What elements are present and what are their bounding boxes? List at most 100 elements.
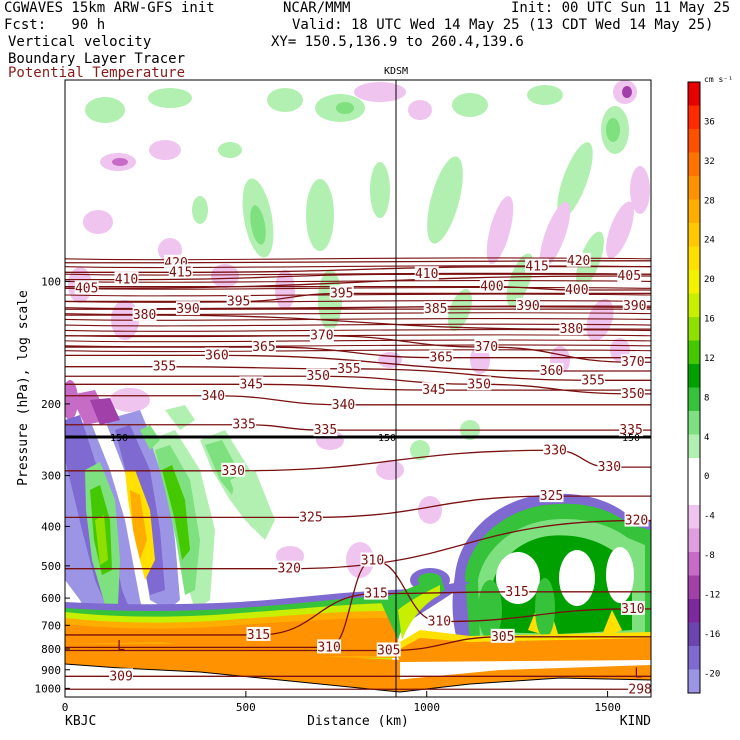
tropopause-label-right: 150 bbox=[622, 433, 640, 444]
theta-contour bbox=[65, 306, 651, 310]
theta-contour bbox=[65, 383, 651, 391]
terrain-line bbox=[65, 663, 651, 693]
theta-label: 310 bbox=[361, 553, 384, 568]
low-label: L bbox=[634, 666, 642, 681]
theta-label: 325 bbox=[540, 489, 563, 504]
colorbar-swatch bbox=[688, 481, 700, 506]
colorbar-tick-label: 20 bbox=[704, 275, 715, 285]
theta-label: 330 bbox=[221, 464, 244, 479]
theta-label-bg bbox=[132, 307, 157, 322]
theta-label-bg bbox=[423, 301, 448, 316]
theta-label: 335 bbox=[232, 418, 255, 433]
colorbar-swatch bbox=[688, 105, 700, 130]
y-axis-label: Pressure (hPa), log scale bbox=[16, 290, 31, 486]
theta-label-bg bbox=[539, 362, 564, 377]
colorbar-swatch bbox=[688, 317, 700, 341]
header-model: CGWAVES 15km ARW-GFS init bbox=[4, 0, 215, 16]
theta-label-bg bbox=[152, 358, 177, 373]
header-fcst: Fcst: 90 h bbox=[4, 17, 106, 33]
theta-label-bg bbox=[336, 360, 361, 375]
theta-label-bg bbox=[622, 298, 647, 313]
theta-label: 320 bbox=[625, 514, 648, 529]
theta-label: 415 bbox=[169, 265, 192, 280]
colorbar-swatch bbox=[688, 340, 700, 365]
theta-label-bg bbox=[581, 372, 606, 387]
colorbar-swatch bbox=[688, 552, 700, 576]
theta-label-bg bbox=[620, 600, 645, 615]
header-org: NCAR/MMM bbox=[283, 0, 351, 16]
theta-label: 355 bbox=[337, 362, 360, 377]
theta-label-bg bbox=[620, 385, 645, 400]
colorbar-swatch bbox=[688, 82, 700, 106]
theta-label: 340 bbox=[332, 398, 355, 413]
y-tick-label: 500 bbox=[41, 560, 61, 573]
theta-label-bg bbox=[246, 626, 271, 641]
theta-label: 370 bbox=[475, 340, 498, 355]
colorbar-swatch bbox=[688, 599, 700, 623]
theta-label: 420 bbox=[567, 254, 590, 269]
y-tick-label: 800 bbox=[41, 643, 61, 656]
theta-label: 400 bbox=[565, 283, 588, 298]
theta-contour bbox=[65, 344, 651, 348]
theta-label-bg bbox=[306, 368, 331, 383]
colorbar-tick-label: 4 bbox=[704, 433, 709, 443]
theta-label-bg bbox=[232, 416, 257, 431]
theta-label-bg bbox=[251, 339, 276, 354]
theta-label: 410 bbox=[415, 267, 438, 282]
colorbar-tick-label: 8 bbox=[704, 393, 709, 403]
theta-label-bg bbox=[109, 668, 134, 683]
theta-contour bbox=[65, 300, 651, 303]
x-axis-label: Distance (km) bbox=[307, 714, 409, 729]
theta-label: 350 bbox=[467, 377, 490, 392]
theta-label-bg bbox=[204, 347, 229, 362]
mountain-wave-bands bbox=[65, 390, 275, 640]
theta-contour bbox=[65, 395, 651, 406]
theta-label: 365 bbox=[252, 340, 275, 355]
header-field-theta: Potential Temperature bbox=[8, 65, 186, 81]
theta-label: 390 bbox=[623, 299, 646, 314]
theta-label-bg bbox=[226, 293, 251, 308]
y-tick-label: 900 bbox=[41, 664, 61, 677]
header-xy: XY= 150.5,136.9 to 260.4,139.6 bbox=[271, 34, 524, 50]
theta-label: 315 bbox=[505, 585, 528, 600]
y-tick-label: 700 bbox=[41, 619, 61, 632]
x-axis: 0 500 1000 1500 bbox=[62, 691, 621, 714]
theta-label-bg bbox=[543, 442, 568, 457]
colorbar-swatch bbox=[688, 129, 700, 153]
theta-label: 325 bbox=[299, 510, 322, 525]
theta-label-bg bbox=[309, 327, 334, 342]
theta-contour bbox=[65, 559, 651, 649]
colorbar-tick-label: -12 bbox=[704, 590, 720, 600]
theta-contour bbox=[65, 495, 651, 519]
theta-label-bg bbox=[474, 339, 499, 354]
theta-label-bg bbox=[221, 462, 246, 477]
x-tick-label: 1000 bbox=[413, 701, 440, 714]
colorbar-swatch bbox=[688, 364, 700, 388]
theta-label: 330 bbox=[598, 460, 621, 475]
y-tick-label: 300 bbox=[41, 470, 61, 483]
theta-label: 345 bbox=[240, 377, 263, 392]
colorbar-tick-label: -16 bbox=[704, 630, 720, 640]
theta-contour bbox=[65, 260, 651, 264]
theta-label-bg bbox=[313, 422, 338, 437]
colorbar-swatch bbox=[688, 528, 700, 553]
theta-label-bg bbox=[376, 642, 401, 657]
theta-label: 360 bbox=[205, 348, 228, 363]
theta-label-bg bbox=[317, 639, 342, 654]
theta-label-bg bbox=[277, 560, 302, 575]
theta-contour bbox=[65, 312, 651, 316]
theta-label-bg bbox=[525, 258, 550, 273]
colorbar-swatch bbox=[688, 458, 700, 482]
colorbar-swatch bbox=[688, 669, 700, 694]
theta-label-bg bbox=[114, 271, 139, 286]
colorbar-tick-label: 16 bbox=[704, 315, 715, 325]
colorbar-tick-label: -8 bbox=[704, 551, 715, 561]
theta-label: 400 bbox=[480, 280, 503, 295]
theta-label: 315 bbox=[364, 587, 387, 602]
theta-label-bg bbox=[421, 382, 446, 397]
theta-label-bg bbox=[364, 585, 389, 600]
x-tick-label: 500 bbox=[236, 701, 256, 714]
theta-contour bbox=[65, 323, 651, 327]
